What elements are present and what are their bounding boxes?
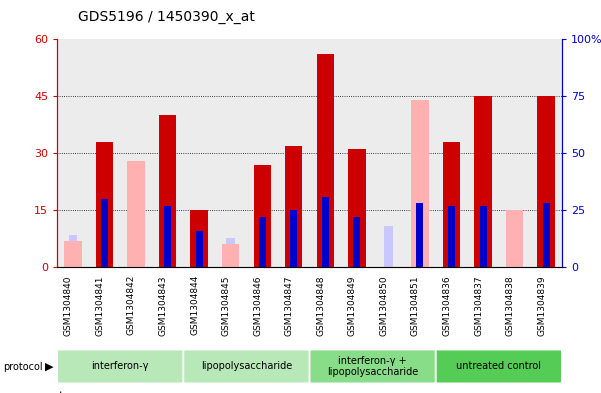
Text: GSM1304843: GSM1304843 xyxy=(159,275,168,336)
Bar xyxy=(246,39,278,267)
Text: interferon-γ +
lipopolysaccharide: interferon-γ + lipopolysaccharide xyxy=(327,356,418,377)
Bar xyxy=(317,55,334,267)
Bar xyxy=(384,226,392,267)
Bar xyxy=(69,235,77,267)
Bar xyxy=(120,39,151,267)
Text: GSM1304848: GSM1304848 xyxy=(316,275,325,336)
Text: GSM1304839: GSM1304839 xyxy=(537,275,546,336)
Bar xyxy=(404,39,436,267)
Bar xyxy=(64,241,82,267)
Bar xyxy=(543,204,550,267)
Bar xyxy=(474,96,492,267)
Text: GSM1304846: GSM1304846 xyxy=(253,275,262,336)
Text: GDS5196 / 1450390_x_at: GDS5196 / 1450390_x_at xyxy=(78,10,255,24)
Bar xyxy=(285,146,302,267)
Text: GSM1304845: GSM1304845 xyxy=(222,275,231,336)
Bar xyxy=(348,149,365,267)
Bar xyxy=(443,142,460,267)
Bar xyxy=(341,39,373,267)
Bar xyxy=(278,39,310,267)
Bar xyxy=(310,39,341,267)
Text: GSM1304844: GSM1304844 xyxy=(190,275,199,336)
Text: GSM1304850: GSM1304850 xyxy=(379,275,388,336)
Bar xyxy=(480,206,487,267)
Bar xyxy=(416,204,424,267)
Bar xyxy=(100,215,109,267)
FancyBboxPatch shape xyxy=(58,351,182,382)
Bar xyxy=(499,39,531,267)
Bar xyxy=(215,39,246,267)
Bar xyxy=(222,244,239,267)
Bar xyxy=(159,115,176,267)
Bar xyxy=(127,161,145,267)
Bar xyxy=(537,96,555,267)
Bar xyxy=(164,206,171,267)
Text: untreated control: untreated control xyxy=(456,362,542,371)
Text: GSM1304851: GSM1304851 xyxy=(411,275,420,336)
Text: GSM1304849: GSM1304849 xyxy=(348,275,357,336)
Bar xyxy=(183,39,215,267)
Bar xyxy=(89,39,120,267)
Bar xyxy=(290,210,297,267)
Text: GSM1304838: GSM1304838 xyxy=(505,275,514,336)
Bar xyxy=(191,210,208,267)
Text: GSM1304841: GSM1304841 xyxy=(96,275,105,336)
Text: GSM1304840: GSM1304840 xyxy=(64,275,73,336)
Text: lipopolysaccharide: lipopolysaccharide xyxy=(201,362,292,371)
Bar xyxy=(510,210,519,267)
FancyBboxPatch shape xyxy=(185,351,308,382)
Bar xyxy=(101,199,108,267)
Bar xyxy=(531,39,562,267)
Bar xyxy=(448,206,455,267)
Bar xyxy=(227,238,235,267)
FancyBboxPatch shape xyxy=(437,351,561,382)
Text: GSM1304847: GSM1304847 xyxy=(285,275,294,336)
Bar xyxy=(322,196,329,267)
Text: GSM1304836: GSM1304836 xyxy=(442,275,451,336)
Bar xyxy=(416,204,424,267)
Text: count: count xyxy=(32,391,64,393)
Bar xyxy=(411,100,429,267)
FancyBboxPatch shape xyxy=(311,351,435,382)
Text: GSM1304837: GSM1304837 xyxy=(474,275,483,336)
Text: protocol: protocol xyxy=(3,362,43,372)
Bar xyxy=(506,210,523,267)
Bar xyxy=(254,165,271,267)
Bar xyxy=(96,142,113,267)
Bar xyxy=(436,39,468,267)
Text: interferon-γ: interferon-γ xyxy=(91,362,149,371)
Bar xyxy=(468,39,499,267)
Bar xyxy=(151,39,183,267)
Bar xyxy=(353,217,361,267)
Bar xyxy=(258,217,266,267)
Text: ▶: ▶ xyxy=(45,362,53,372)
Bar xyxy=(195,231,203,267)
Bar xyxy=(57,39,89,267)
Text: GSM1304842: GSM1304842 xyxy=(127,275,136,336)
Bar xyxy=(373,39,404,267)
